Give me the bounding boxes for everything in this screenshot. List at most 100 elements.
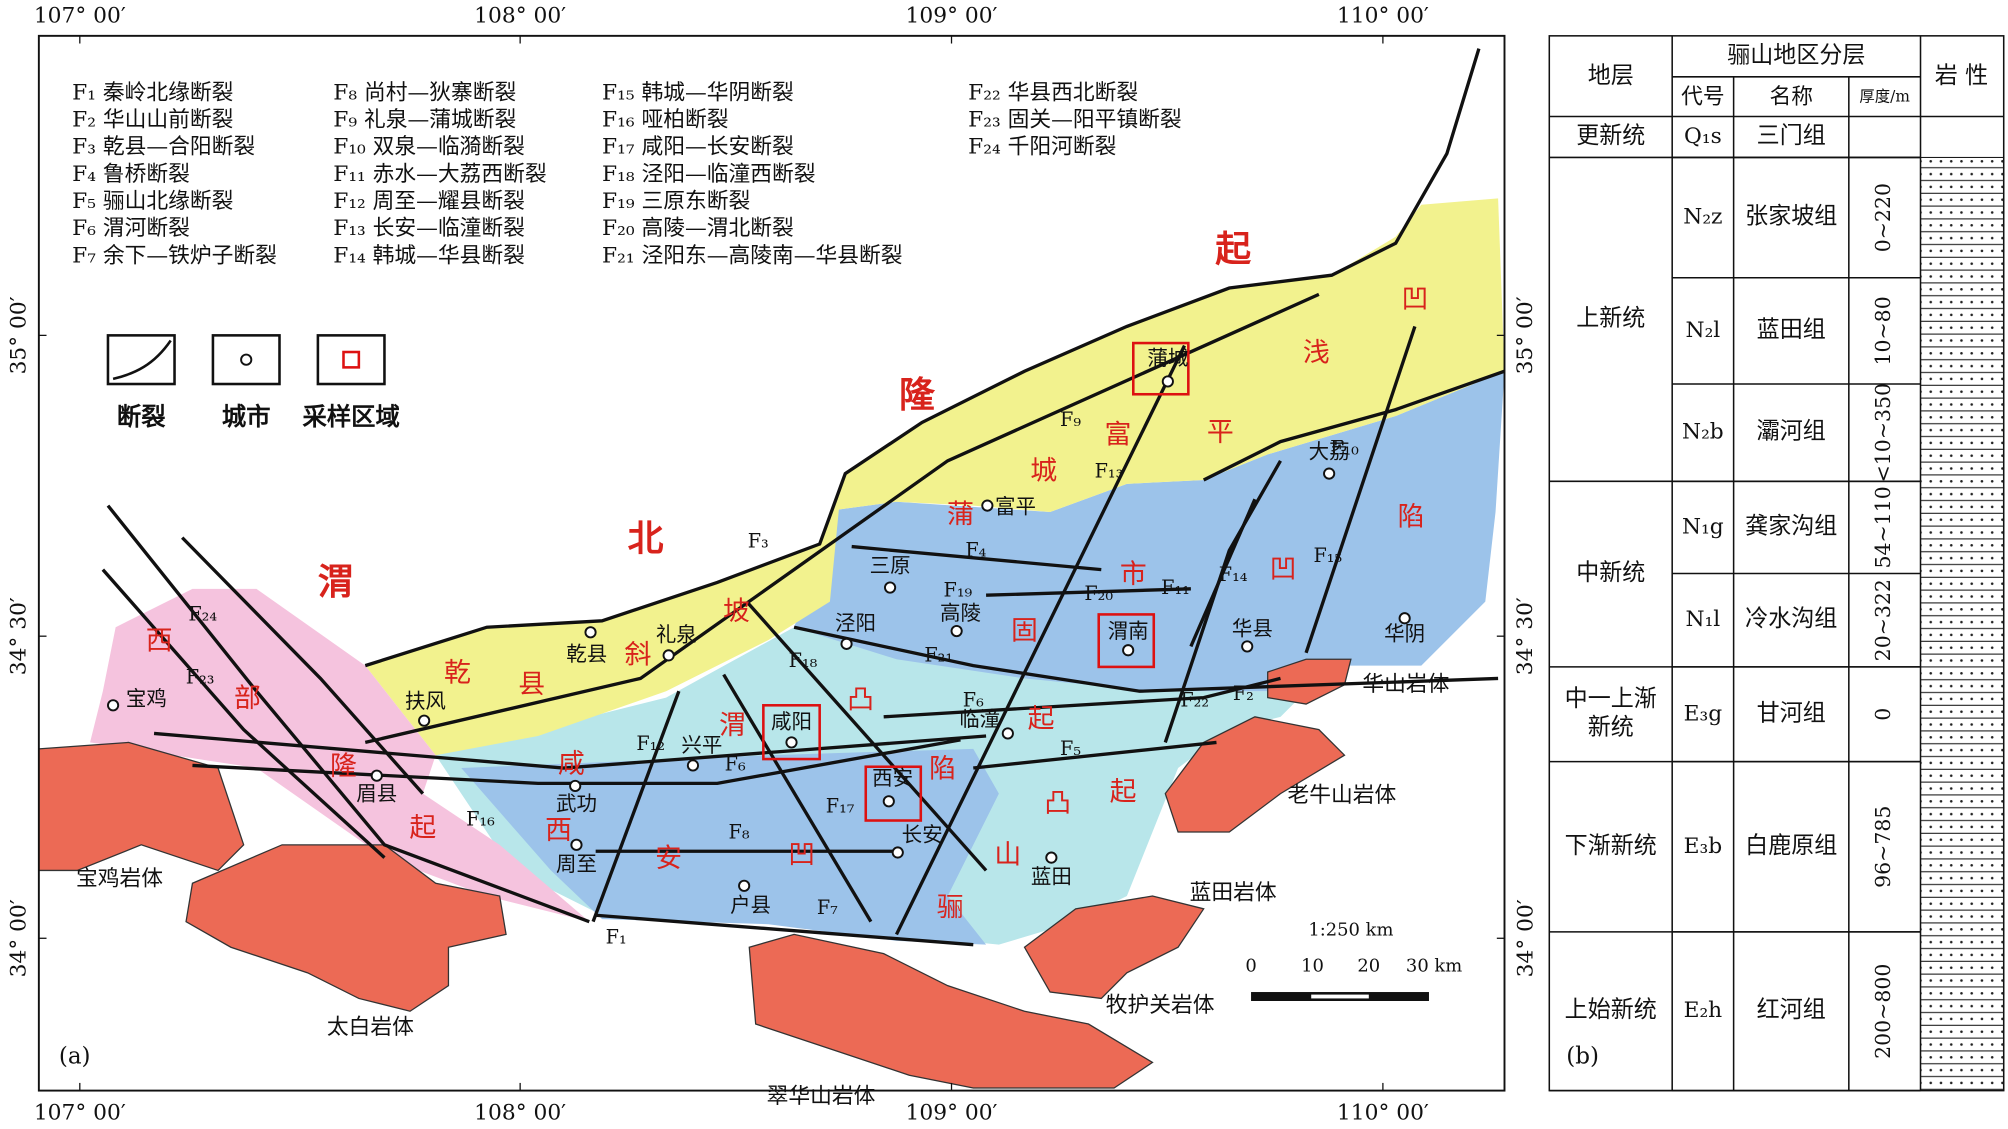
panel-label: (b) — [1566, 1043, 1599, 1069]
thickness-cell: 96~785 — [1871, 806, 1895, 888]
sample-box — [864, 765, 923, 822]
city-label: 长安 — [902, 822, 943, 846]
fault — [894, 344, 1186, 936]
thickness-cell: 54~110 — [1871, 486, 1895, 568]
fault-list-item: F₃ 乾县—合阳断裂 — [72, 135, 255, 160]
fault-list-item: F₂₂ 华县西北断裂 — [968, 80, 1138, 105]
fault-list-item: F₉ 礼泉—蒲城断裂 — [333, 108, 516, 133]
fault-list-item: F₆ 渭河断裂 — [72, 216, 190, 241]
legend-icon — [112, 339, 172, 381]
zone-label: 山 — [994, 839, 1021, 870]
code-cell: E₃g — [1684, 701, 1723, 726]
table-header: 名称 — [1769, 84, 1813, 109]
legend-icon — [342, 350, 361, 369]
zone-label: 城 — [1030, 455, 1057, 486]
fault — [973, 740, 1217, 770]
fault-list-item: F₇ 余下—铁炉子断裂 — [72, 243, 277, 268]
city-label: 礼泉 — [656, 623, 697, 647]
series-label: 新统 — [1588, 714, 1634, 740]
fault-label: F₁₂ — [636, 732, 665, 755]
city-label: 武功 — [556, 792, 597, 816]
code-cell: N₂b — [1682, 420, 1724, 445]
name-cell: 甘河组 — [1757, 700, 1826, 726]
pluton-label: 太白岩体 — [327, 1015, 414, 1040]
series-label: 更新统 — [1576, 123, 1645, 149]
city-marker — [1398, 612, 1411, 625]
series-label: 上始新统 — [1565, 997, 1657, 1023]
legend-icon — [211, 334, 281, 386]
city-marker — [1001, 727, 1014, 740]
city-marker — [107, 699, 120, 712]
lat-label: 34° 30′ — [7, 597, 32, 675]
zone-label: 起 — [1215, 228, 1251, 270]
lon-label: 110° 00′ — [1337, 4, 1429, 29]
zone-label: 西 — [545, 815, 572, 846]
zone-label: 县 — [518, 669, 545, 700]
city-label: 西安 — [872, 766, 913, 790]
zone-label: 渭 — [719, 710, 746, 741]
zone-label: 乾 — [444, 658, 471, 689]
name-cell: 红河组 — [1757, 997, 1826, 1023]
series-label: 中一上渐 — [1565, 686, 1657, 712]
zone-label: 斜 — [624, 640, 651, 671]
fault-label: F₁₄ — [1219, 563, 1248, 586]
city-label: 咸阳 — [771, 710, 812, 734]
fault — [745, 600, 988, 872]
zone-blue — [794, 371, 1505, 692]
fault-label: F₁₀ — [1330, 436, 1359, 459]
table-header: 地层 — [1588, 63, 1634, 89]
city-marker — [981, 499, 994, 512]
zone-label: 渭 — [318, 561, 354, 603]
pluton-label: 牧护关岩体 — [1106, 993, 1215, 1018]
fault — [986, 587, 1191, 597]
zone-label: 北 — [628, 517, 664, 559]
fault — [1304, 325, 1417, 654]
lon-label: 109° 00′ — [906, 1101, 998, 1126]
fault-label: F₂₂ — [1180, 688, 1209, 711]
pluton-label: 翠华山岩体 — [767, 1084, 876, 1109]
city-marker — [686, 759, 700, 772]
zone-label: 凹 — [1401, 284, 1428, 315]
city-marker — [662, 649, 675, 662]
city-marker — [891, 846, 904, 859]
sample-box — [762, 704, 821, 761]
scale-bar — [1311, 994, 1369, 999]
code-cell: N₂l — [1686, 318, 1721, 343]
fault-label: F₃ — [748, 530, 769, 553]
thickness-cell: 200~800 — [1871, 964, 1895, 1059]
scale-tick: 10 — [1301, 955, 1324, 976]
city-label: 华县 — [1232, 616, 1273, 640]
zone-label: 市 — [1120, 559, 1147, 590]
city-label: 华阴 — [1384, 621, 1425, 645]
city-label: 扶风 — [405, 689, 446, 713]
name-cell: 冷水沟组 — [1745, 606, 1837, 632]
pluton — [185, 844, 507, 1012]
legend-label: 采样区域 — [303, 402, 400, 431]
lon-label: 108° 00′ — [474, 1101, 566, 1126]
fault-list-item: F₂ 华山山前断裂 — [72, 108, 233, 133]
city-marker — [569, 779, 582, 793]
city-marker — [1045, 851, 1058, 864]
name-cell: 白鹿原组 — [1745, 833, 1837, 859]
sample-boxes — [762, 341, 1190, 822]
zone-label: 起 — [1028, 704, 1055, 735]
code-cell: E₂h — [1684, 998, 1723, 1023]
fault — [1189, 498, 1257, 648]
lon-label: 109° 00′ — [906, 4, 998, 29]
city-marker — [882, 795, 895, 808]
fault — [364, 48, 1481, 668]
scale-tick: 20 — [1357, 955, 1380, 976]
fault-label: F₁₈ — [789, 649, 818, 672]
plutons — [38, 658, 1352, 1089]
zone-label: 安 — [655, 843, 682, 874]
city-label: 三原 — [870, 554, 911, 578]
fault-label: F₉ — [1060, 408, 1081, 431]
zone-label: 起 — [1110, 777, 1137, 808]
legend-icon — [316, 334, 386, 386]
table-header: 骊山地区分层 — [1727, 42, 1865, 68]
legend-icons — [106, 334, 386, 386]
zone-label: 西 — [146, 626, 173, 657]
sample-box — [1097, 613, 1156, 669]
city-label: 大荔 — [1309, 440, 1350, 464]
